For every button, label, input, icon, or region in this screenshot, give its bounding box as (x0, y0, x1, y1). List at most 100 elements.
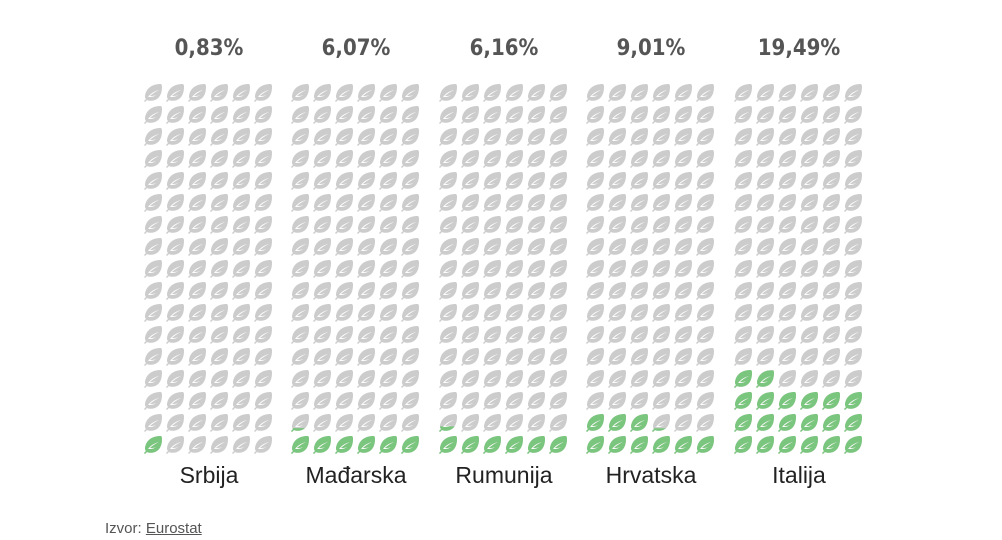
leaf-icon (778, 84, 796, 102)
leaf-icon (379, 172, 397, 190)
leaf-icon (652, 260, 670, 278)
leaf-icon (188, 370, 206, 388)
leaf-icon (335, 304, 353, 322)
leaf-icon (630, 326, 648, 344)
leaf-icon (483, 172, 501, 190)
leaf-icon (291, 348, 309, 366)
leaf-icon (549, 348, 567, 366)
leaf-icon (800, 326, 818, 344)
leaf-icon (210, 238, 228, 256)
leaf-icon (608, 326, 626, 344)
leaf-icon (652, 84, 670, 102)
leaf-icon (210, 282, 228, 300)
leaf-icon (188, 326, 206, 344)
leaf-icon (674, 348, 692, 366)
leaf-icon (166, 106, 184, 124)
leaf-icon (254, 172, 272, 190)
leaf-icon (439, 282, 457, 300)
leaf-icon (291, 370, 309, 388)
leaf-icon (291, 436, 309, 454)
leaf-icon (756, 348, 774, 366)
leaf-icon (291, 216, 309, 234)
leaf-icon (188, 304, 206, 322)
leaf-icon (756, 392, 774, 410)
leaf-icon (844, 172, 862, 190)
leaf-icon (674, 106, 692, 124)
leaf-icon (313, 370, 331, 388)
leaf-icon (630, 238, 648, 256)
leaf-icon (483, 392, 501, 410)
leaf-icon (188, 194, 206, 212)
leaf-icon (734, 260, 752, 278)
leaf-icon (357, 106, 375, 124)
category-label: Italija (772, 462, 826, 488)
leaf-icon (527, 106, 545, 124)
leaf-icon (734, 414, 752, 432)
leaf-icon (734, 304, 752, 322)
leaf-icon (188, 392, 206, 410)
leaf-icon (734, 216, 752, 234)
leaf-icon (291, 304, 309, 322)
leaf-icon (357, 216, 375, 234)
leaf-icon (144, 216, 162, 234)
leaf-icon (549, 128, 567, 146)
leaf-icon (608, 84, 626, 102)
leaf-icon (357, 436, 375, 454)
leaf-icon (505, 392, 523, 410)
leaf-icon (144, 348, 162, 366)
leaf-icon (527, 326, 545, 344)
leaf-icon (756, 304, 774, 322)
leaf-icon (439, 84, 457, 102)
leaf-icon (549, 436, 567, 454)
leaf-icon (844, 304, 862, 322)
leaf-icon (630, 84, 648, 102)
leaf-icon (756, 326, 774, 344)
leaf-icon (313, 282, 331, 300)
leaf-icon (734, 150, 752, 168)
leaf-icon (696, 194, 714, 212)
leaf-icon (439, 238, 457, 256)
leaf-icon (505, 106, 523, 124)
leaf-icon (527, 194, 545, 212)
leaf-icon (144, 106, 162, 124)
leaf-icon (630, 436, 648, 454)
leaf-icon (844, 150, 862, 168)
leaf-icon (210, 414, 228, 432)
leaf-icon (254, 194, 272, 212)
leaf-icon (313, 326, 331, 344)
leaf-icon (822, 194, 840, 212)
leaf-icon (144, 392, 162, 410)
leaf-icon (210, 106, 228, 124)
leaf-icon (844, 436, 862, 454)
leaf-icon (210, 436, 228, 454)
leaf-icon (210, 150, 228, 168)
leaf-icon (166, 260, 184, 278)
leaf-icon (291, 326, 309, 344)
leaf-icon (461, 238, 479, 256)
source-link[interactable]: Eurostat (145, 520, 202, 537)
leaf-icon (188, 238, 206, 256)
leaf-icon (696, 128, 714, 146)
leaf-icon (461, 282, 479, 300)
leaf-icon (756, 216, 774, 234)
leaf-icon (630, 260, 648, 278)
leaf-icon (188, 216, 206, 234)
leaf-icon (630, 106, 648, 124)
leaf-icon (291, 414, 309, 432)
leaf-icon (483, 106, 501, 124)
leaf-icon (357, 150, 375, 168)
leaf-icon (357, 282, 375, 300)
leaf-icon (232, 194, 250, 212)
leaf-icon (313, 260, 331, 278)
leaf-icon (844, 260, 862, 278)
leaf-icon (313, 150, 331, 168)
leaf-icon (254, 128, 272, 146)
leaf-icon (379, 84, 397, 102)
leaf-icon (144, 370, 162, 388)
leaf-icon (505, 414, 523, 432)
icon-grid (291, 84, 419, 454)
leaf-icon (188, 128, 206, 146)
leaf-icon (822, 260, 840, 278)
leaf-icon (439, 370, 457, 388)
leaf-icon (822, 84, 840, 102)
